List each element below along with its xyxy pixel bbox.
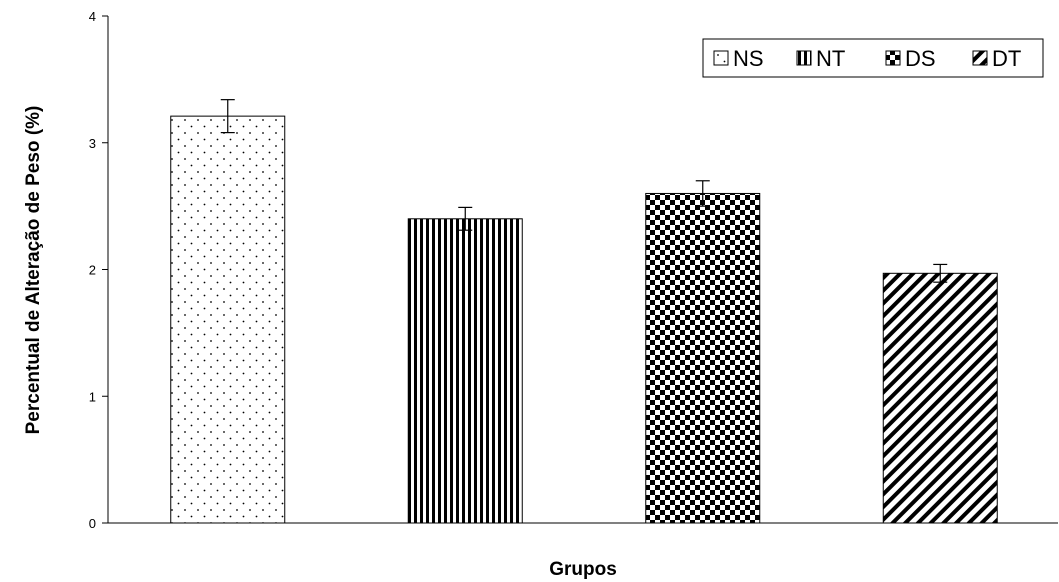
legend-label-ns: NS (733, 46, 764, 71)
y-axis-title: Percentual de Alteração de Peso (%) (23, 106, 44, 435)
bar-ns (170, 115, 286, 524)
x-axis-title: Grupos (549, 559, 617, 580)
legend-swatch-dt (972, 50, 988, 66)
legend-label-ds: DS (905, 46, 936, 71)
error-bars (220, 99, 948, 283)
legend-label-nt: NT (816, 46, 845, 71)
legend-swatch-ns (713, 50, 729, 66)
legend: NS NT DS DT (702, 38, 1044, 78)
bar-dt (882, 272, 998, 524)
y-tick-label: 2 (89, 263, 96, 278)
y-tick-label: 3 (89, 136, 96, 151)
legend-label-dt: DT (992, 46, 1021, 71)
y-tick-label: 0 (89, 516, 96, 531)
y-tick-label: 1 (89, 389, 96, 404)
plot-area: 0 1 2 3 4 (89, 9, 1058, 531)
error-bar-dt (933, 263, 948, 283)
legend-swatch-nt (796, 50, 812, 66)
error-bar-ns (220, 99, 235, 134)
error-bar-nt (458, 206, 473, 231)
bar-ds (645, 192, 761, 524)
y-ticks: 0 1 2 3 4 (89, 9, 108, 531)
y-tick-label: 4 (89, 9, 96, 24)
bar-nt (407, 218, 523, 524)
error-bar-ds (695, 180, 710, 207)
bars (170, 115, 998, 524)
legend-swatch-ds (885, 50, 901, 66)
